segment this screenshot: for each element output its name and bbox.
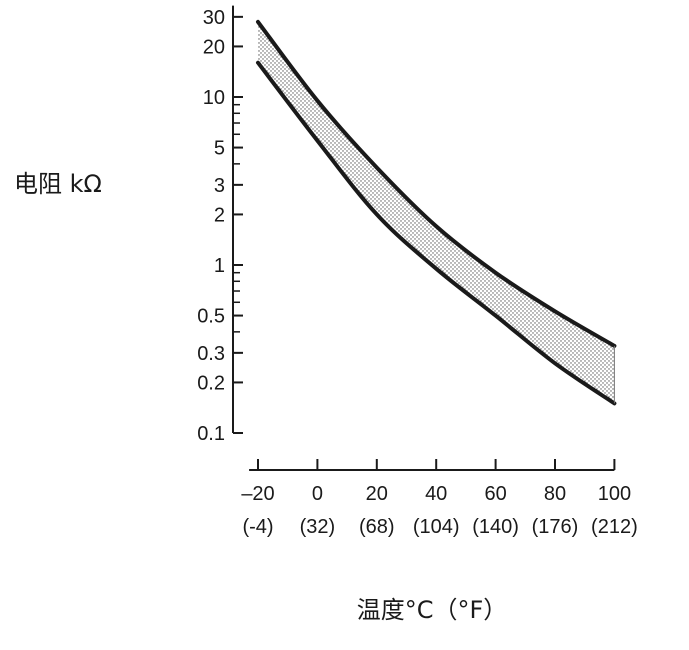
x-tick-label: 80 — [544, 483, 566, 505]
x-tick-label: 20 — [366, 483, 388, 505]
x-axis: –20 (-4) 0 (32) 20 (68) 40 (104) 60 (140) 80 (176) 1… — [241, 459, 638, 538]
x-tick-label-fahrenheit: (32) — [300, 516, 336, 538]
y-axis: 30 20 10 5 3 2 1 0.5 0.3 0.2 0.1 — [197, 5, 243, 445]
x-axis-title: 温度°C（°F） — [357, 596, 508, 624]
x-tick-label-fahrenheit: (176) — [532, 516, 579, 538]
upper-limit-curve — [256, 19, 617, 348]
x-tick-label: 60 — [484, 483, 506, 505]
y-tick-label: 2 — [214, 204, 225, 226]
curve-layer — [256, 19, 617, 406]
y-tick-label: 0.1 — [197, 423, 225, 445]
x-tick-label-fahrenheit: (-4) — [242, 516, 273, 538]
dotted-band-fill — [258, 21, 615, 404]
y-tick-label: 1 — [214, 255, 225, 277]
y-tick-label: 10 — [203, 87, 225, 109]
y-tick-label: 0.3 — [197, 343, 225, 365]
y-axis-title: 电阻 kΩ — [14, 170, 102, 198]
lower-limit-curve — [256, 60, 617, 406]
x-tick-label-fahrenheit: (212) — [591, 516, 638, 538]
y-tick-label: 0.2 — [197, 372, 225, 394]
y-tick-label: 30 — [203, 7, 225, 29]
x-tick-label: 40 — [425, 483, 447, 505]
y-tick-label: 20 — [203, 36, 225, 58]
x-tick-label-fahrenheit: (140) — [472, 516, 519, 538]
x-tick-label-fahrenheit: (104) — [413, 516, 460, 538]
resistance-band — [258, 21, 615, 404]
x-tick-label: 100 — [598, 483, 631, 505]
y-tick-label: 3 — [214, 175, 225, 197]
x-tick-label-fahrenheit: (68) — [359, 516, 395, 538]
x-tick-label: –20 — [241, 483, 274, 505]
x-tick-label: 0 — [312, 483, 323, 505]
y-tick-label: 0.5 — [197, 306, 225, 328]
y-tick-label: 5 — [214, 138, 225, 160]
